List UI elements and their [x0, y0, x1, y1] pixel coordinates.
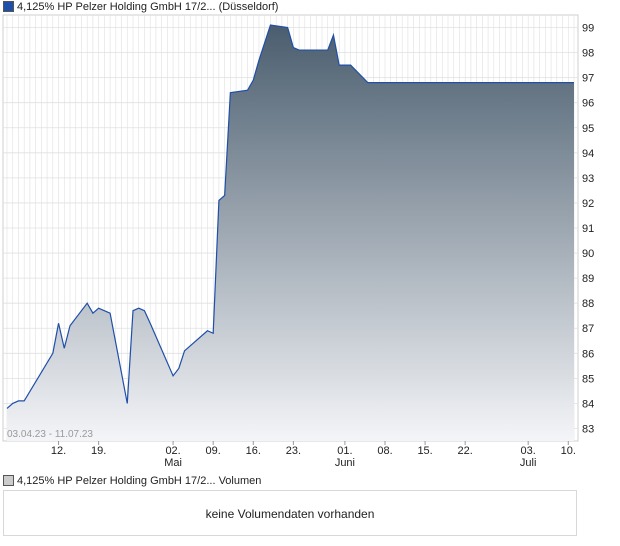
x-tick-label: 02. — [165, 445, 180, 457]
x-month-label: Juli — [520, 457, 537, 469]
y-tick-label: 97 — [582, 73, 594, 85]
x-tick-label: 16. — [246, 445, 261, 457]
y-tick-label: 88 — [582, 298, 594, 310]
y-tick-label: 83 — [582, 423, 594, 435]
x-tick-label: 19. — [91, 445, 106, 457]
x-tick-label: 01. — [337, 445, 352, 457]
x-tick-label: 08. — [377, 445, 392, 457]
date-range-label: 03.04.23 - 11.07.23 — [7, 429, 93, 440]
y-tick-label: 96 — [582, 98, 594, 110]
y-tick-label: 98 — [582, 48, 594, 60]
volume-legend-swatch — [3, 475, 14, 486]
price-legend-swatch — [3, 1, 14, 12]
volume-panel: keine Volumendaten vorhanden — [3, 490, 577, 536]
y-tick-label: 91 — [582, 223, 594, 235]
y-tick-label: 89 — [582, 273, 594, 285]
x-month-label: Juni — [335, 457, 355, 469]
y-tick-label: 93 — [582, 173, 594, 185]
y-tick-label: 95 — [582, 123, 594, 135]
x-tick-label: 12. — [51, 445, 66, 457]
y-tick-label: 87 — [582, 323, 594, 335]
price-legend-label: 4,125% HP Pelzer Holding GmbH 17/2... (D… — [17, 1, 279, 13]
y-tick-label: 90 — [582, 248, 594, 260]
y-tick-label: 99 — [582, 23, 594, 35]
price-line — [6, 24, 574, 409]
x-month-label: Mai — [164, 457, 182, 469]
y-tick-label: 92 — [582, 198, 594, 210]
y-tick-label: 94 — [582, 148, 594, 160]
y-tick-label: 86 — [582, 348, 594, 360]
price-area — [7, 25, 574, 442]
x-tick-label: 03. — [521, 445, 536, 457]
y-tick-label: 85 — [582, 373, 594, 385]
x-tick-label: 09. — [206, 445, 221, 457]
x-tick-label: 23. — [286, 445, 301, 457]
x-tick-label: 15. — [417, 445, 432, 457]
x-tick-label: 10. — [561, 445, 576, 457]
volume-empty-message: keine Volumendaten vorhanden — [205, 507, 375, 521]
y-tick-label: 84 — [582, 398, 594, 410]
volume-legend-label: 4,125% HP Pelzer Holding GmbH 17/2... Vo… — [17, 475, 262, 487]
x-tick-label: 22. — [458, 445, 473, 457]
price-chart: 83 84 85 86 87 88 89 90 91 92 93 94 95 96 97 98 99 03.04.… — [2, 14, 594, 469]
